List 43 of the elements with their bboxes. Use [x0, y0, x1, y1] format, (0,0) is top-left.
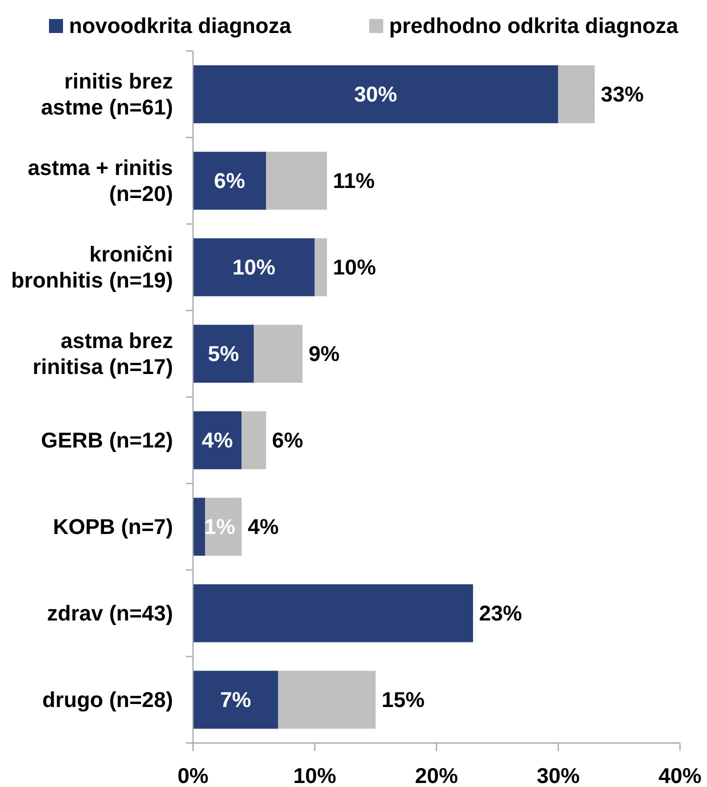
- total-label: 33%: [600, 82, 644, 106]
- y-tick-label: zdrav (n=43): [46, 601, 173, 626]
- data-label: 6%: [214, 168, 246, 193]
- total-label: 6%: [272, 428, 304, 452]
- data-label: 7%: [220, 688, 252, 712]
- bar: [278, 670, 376, 729]
- x-tick-label: 10%: [293, 764, 336, 787]
- legend-label: predhodno odkrita diagnoza: [389, 14, 680, 38]
- total-label: 9%: [308, 342, 340, 366]
- bar: [193, 65, 558, 124]
- total-label: 10%: [332, 255, 376, 280]
- bar: [558, 65, 595, 124]
- x-tick-label: 30%: [536, 764, 580, 787]
- y-tick-label: rinitis brez astme (n=61): [40, 69, 173, 120]
- bar: [266, 152, 327, 210]
- bar: [193, 584, 474, 642]
- total-label: 15%: [382, 688, 425, 712]
- x-tick-label: 0%: [177, 764, 209, 787]
- bar: [193, 324, 254, 383]
- y-tick-label: kronični bronhitis (n=19): [11, 242, 173, 292]
- bar: [193, 498, 206, 556]
- y-tick-label: astma brez rinitisa (n=17): [32, 328, 173, 379]
- x-tick-label: 40%: [658, 764, 702, 787]
- data-label: 5%: [208, 342, 239, 366]
- y-tick-label: astma + rinitis (n=20): [28, 156, 174, 206]
- y-tick-label: drugo (n=28): [42, 688, 173, 712]
- total-label: 23%: [479, 601, 522, 626]
- legend-label: novoodkrita diagnoza: [69, 14, 292, 38]
- bar: [193, 670, 278, 729]
- y-tick-label: GERB (n=12): [40, 428, 173, 452]
- total-label: 11%: [332, 168, 375, 193]
- bar: [193, 238, 315, 296]
- data-label: 10%: [232, 255, 276, 280]
- x-tick-label: 20%: [414, 764, 458, 787]
- data-label: 30%: [354, 82, 398, 106]
- bar: [254, 324, 303, 383]
- bar: [314, 238, 327, 296]
- y-tick-label: KOPB (n=7): [52, 514, 173, 539]
- bar: [193, 152, 266, 210]
- bar: [242, 411, 266, 470]
- total-label: 4%: [248, 514, 279, 539]
- data-label: 1%: [204, 514, 236, 539]
- data-label: 4%: [202, 428, 233, 452]
